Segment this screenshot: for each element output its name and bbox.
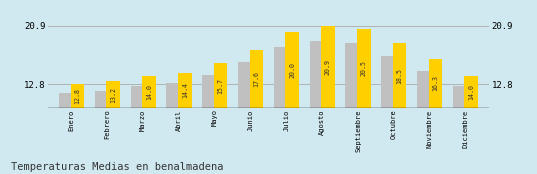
Bar [70, 84, 84, 174]
Bar [453, 86, 467, 174]
Bar [357, 29, 371, 174]
Bar [214, 63, 227, 174]
Text: 20.5: 20.5 [361, 60, 367, 76]
Bar [142, 76, 156, 174]
Text: 14.0: 14.0 [468, 84, 474, 100]
Bar [59, 93, 72, 174]
Bar [345, 44, 359, 174]
Text: 14.4: 14.4 [182, 82, 188, 98]
Bar [238, 62, 252, 174]
Bar [166, 83, 180, 174]
Bar [130, 86, 144, 174]
Text: 14.0: 14.0 [146, 84, 152, 100]
Bar [250, 50, 263, 174]
Bar [202, 75, 216, 174]
Bar [310, 41, 323, 174]
Bar [95, 91, 108, 174]
Bar [429, 59, 442, 174]
Text: 20.0: 20.0 [289, 62, 295, 78]
Bar [285, 32, 299, 174]
Text: 16.3: 16.3 [432, 75, 438, 91]
Text: 20.9: 20.9 [325, 59, 331, 75]
Text: 18.5: 18.5 [397, 68, 403, 84]
Bar [178, 73, 192, 174]
Text: 17.6: 17.6 [253, 71, 259, 87]
Bar [393, 43, 407, 174]
Bar [381, 56, 395, 174]
Bar [465, 76, 478, 174]
Bar [106, 81, 120, 174]
Bar [274, 47, 287, 174]
Text: 13.2: 13.2 [110, 87, 116, 102]
Text: Temperaturas Medias en benalmadena: Temperaturas Medias en benalmadena [11, 162, 223, 172]
Text: 15.7: 15.7 [217, 78, 223, 94]
Bar [321, 26, 335, 174]
Bar [417, 71, 431, 174]
Text: 12.8: 12.8 [75, 88, 81, 104]
